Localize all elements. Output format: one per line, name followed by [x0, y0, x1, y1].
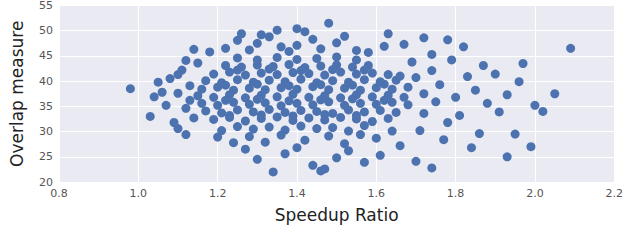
svg-text:Overlap measure: Overlap measure	[7, 21, 27, 167]
svg-text:1.2: 1.2	[209, 187, 227, 200]
svg-text:0.8: 0.8	[50, 187, 68, 200]
svg-text:25: 25	[39, 150, 53, 163]
svg-text:2.0: 2.0	[526, 187, 544, 200]
svg-text:2.2: 2.2	[606, 187, 624, 200]
svg-text:45: 45	[39, 49, 53, 62]
svg-text:30: 30	[39, 125, 53, 138]
svg-text:1.4: 1.4	[288, 187, 306, 200]
svg-text:Speedup Ratio: Speedup Ratio	[275, 205, 399, 225]
svg-text:1.0: 1.0	[130, 187, 148, 200]
svg-text:1.6: 1.6	[368, 187, 386, 200]
svg-text:50: 50	[39, 24, 53, 37]
svg-text:55: 55	[39, 0, 53, 12]
svg-text:1.8: 1.8	[447, 187, 465, 200]
svg-text:35: 35	[39, 100, 53, 113]
svg-text:40: 40	[39, 75, 53, 88]
svg-text:20: 20	[39, 175, 53, 189]
